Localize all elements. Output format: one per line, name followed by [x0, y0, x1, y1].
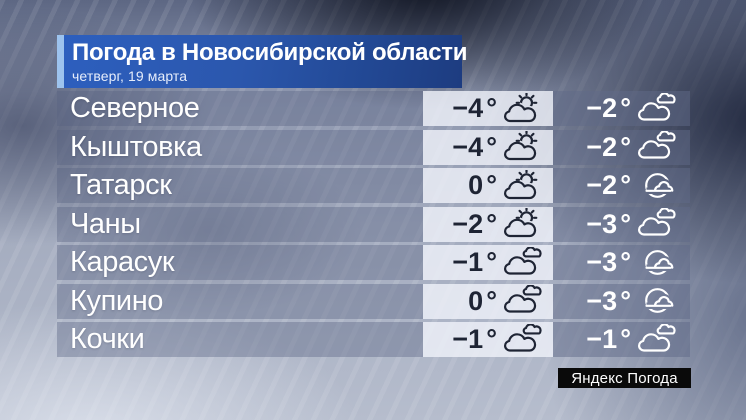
day-forecast-cell: 0 ° — [423, 168, 553, 203]
day-forecast-cell: −2 ° — [423, 206, 553, 242]
partly-cloudy-day-icon — [504, 131, 544, 163]
town-name: Карасук — [57, 245, 423, 280]
night-forecast-cell: −2 ° — [553, 168, 690, 203]
cloudy-icon — [504, 285, 544, 317]
day-forecast-cell: −4 ° — [423, 91, 553, 126]
partly-cloudy-night-icon — [638, 247, 678, 279]
degree-symbol: ° — [620, 131, 631, 162]
town-name: Купино — [57, 283, 423, 319]
table-row: Купино 0 ° −3 ° — [57, 283, 690, 319]
degree-symbol: ° — [486, 93, 497, 123]
degree-symbol: ° — [620, 93, 631, 123]
night-temperature: −2 ° — [586, 170, 631, 200]
table-row: Северное −4 ° −2 ° — [57, 91, 690, 126]
degree-symbol: ° — [486, 131, 497, 162]
degree-symbol: ° — [620, 285, 631, 316]
degree-symbol: ° — [620, 247, 631, 277]
day-forecast-cell: 0 ° — [423, 283, 553, 319]
night-temperature: −3 ° — [586, 285, 631, 316]
cloudy-icon — [504, 247, 544, 279]
night-temperature: −3 ° — [586, 247, 631, 277]
day-temperature: −4 ° — [452, 131, 497, 162]
town-name: Северное — [57, 91, 423, 126]
table-row: Кыштовка −4 ° −2 ° — [57, 129, 690, 165]
partly-cloudy-day-icon — [504, 208, 544, 240]
degree-symbol: ° — [620, 170, 631, 200]
night-temperature: −3 ° — [586, 208, 631, 239]
page-title: Погода в Новосибирской области — [72, 39, 468, 66]
degree-symbol: ° — [486, 208, 497, 239]
night-temperature: −1 ° — [586, 324, 631, 354]
cloudy-icon — [638, 324, 678, 356]
day-temperature: −2 ° — [452, 208, 497, 239]
town-name: Чаны — [57, 206, 423, 242]
night-temperature: −2 ° — [586, 93, 631, 123]
degree-symbol: ° — [486, 324, 497, 354]
cloudy-icon — [638, 131, 678, 163]
degree-symbol: ° — [486, 170, 497, 200]
night-forecast-cell: −2 ° — [553, 91, 690, 126]
night-forecast-cell: −2 ° — [553, 129, 690, 165]
day-forecast-cell: −1 ° — [423, 322, 553, 357]
town-name: Кочки — [57, 322, 423, 357]
cloudy-icon — [638, 208, 678, 240]
day-forecast-cell: −4 ° — [423, 129, 553, 165]
forecast-table: Северное −4 ° −2 ° Кыштовка −4 ° −2 ° Тата — [57, 91, 690, 357]
day-temperature: −4 ° — [452, 93, 497, 123]
night-forecast-cell: −3 ° — [553, 245, 690, 280]
header-banner: Погода в Новосибирской области четверг, … — [57, 35, 468, 88]
cloudy-icon — [638, 93, 678, 125]
partly-cloudy-night-icon — [638, 285, 678, 317]
day-temperature: 0 ° — [468, 285, 497, 316]
degree-symbol: ° — [620, 208, 631, 239]
table-row: Чаны −2 ° −3 ° — [57, 206, 690, 242]
day-forecast-cell: −1 ° — [423, 245, 553, 280]
partly-cloudy-night-icon — [638, 170, 678, 202]
table-row: Карасук −1 ° −3 ° — [57, 245, 690, 280]
night-forecast-cell: −3 ° — [553, 283, 690, 319]
day-temperature: 0 ° — [468, 170, 497, 200]
degree-symbol: ° — [486, 247, 497, 277]
partly-cloudy-day-icon — [504, 170, 544, 202]
table-row: Татарск 0 ° −2 ° — [57, 168, 690, 203]
cloudy-icon — [504, 324, 544, 356]
degree-symbol: ° — [486, 285, 497, 316]
table-row: Кочки −1 ° −1 ° — [57, 322, 690, 357]
degree-symbol: ° — [620, 324, 631, 354]
partly-cloudy-day-icon — [504, 93, 544, 125]
night-forecast-cell: −1 ° — [553, 322, 690, 357]
night-temperature: −2 ° — [586, 131, 631, 162]
day-temperature: −1 ° — [452, 324, 497, 354]
night-forecast-cell: −3 ° — [553, 206, 690, 242]
day-temperature: −1 ° — [452, 247, 497, 277]
town-name: Кыштовка — [57, 129, 423, 165]
town-name: Татарск — [57, 168, 423, 203]
attribution-badge: Яндекс Погода — [558, 368, 691, 388]
date-subtitle: четверг, 19 марта — [72, 68, 188, 85]
